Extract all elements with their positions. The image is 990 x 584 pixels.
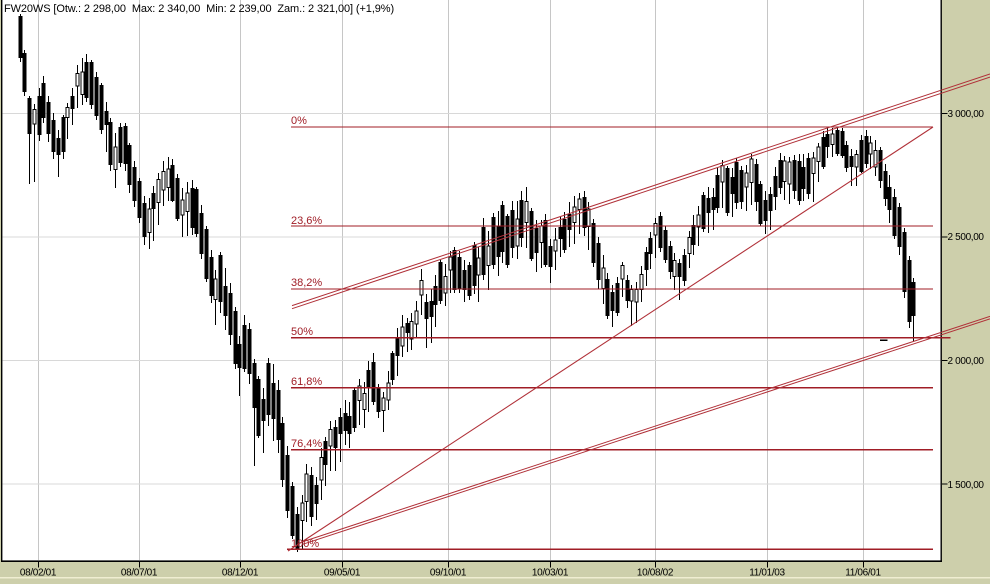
svg-text:76,4%: 76,4% [291, 438, 322, 450]
svg-text:2 500,00: 2 500,00 [948, 232, 985, 243]
svg-text:09/05/01: 09/05/01 [324, 568, 361, 579]
svg-text:10/03/01: 10/03/01 [532, 568, 569, 579]
svg-text:23,6%: 23,6% [291, 215, 322, 227]
svg-text:38,2%: 38,2% [291, 277, 322, 289]
svg-text:1 500,00: 1 500,00 [948, 480, 985, 491]
svg-text:3 000,00: 3 000,00 [948, 109, 985, 120]
svg-text:2 000,00: 2 000,00 [948, 356, 985, 367]
svg-text:100%: 100% [291, 538, 319, 550]
svg-text:08/02/01: 08/02/01 [20, 568, 57, 579]
svg-text:11/01/03: 11/01/03 [749, 568, 785, 579]
svg-text:0%: 0% [291, 115, 307, 127]
svg-text:09/10/01: 09/10/01 [430, 568, 467, 579]
svg-text:61,8%: 61,8% [291, 376, 322, 388]
svg-text:11/06/01: 11/06/01 [845, 568, 881, 579]
svg-text:FW20WS [Otw.: 2 298,00 Max: 2: FW20WS [Otw.: 2 298,00 Max: 2 340,00 Min… [4, 3, 394, 15]
svg-text:08/07/01: 08/07/01 [121, 568, 158, 579]
svg-text:50%: 50% [291, 326, 313, 338]
svg-text:08/12/01: 08/12/01 [222, 568, 259, 579]
svg-text:10/08/02: 10/08/02 [637, 568, 674, 579]
